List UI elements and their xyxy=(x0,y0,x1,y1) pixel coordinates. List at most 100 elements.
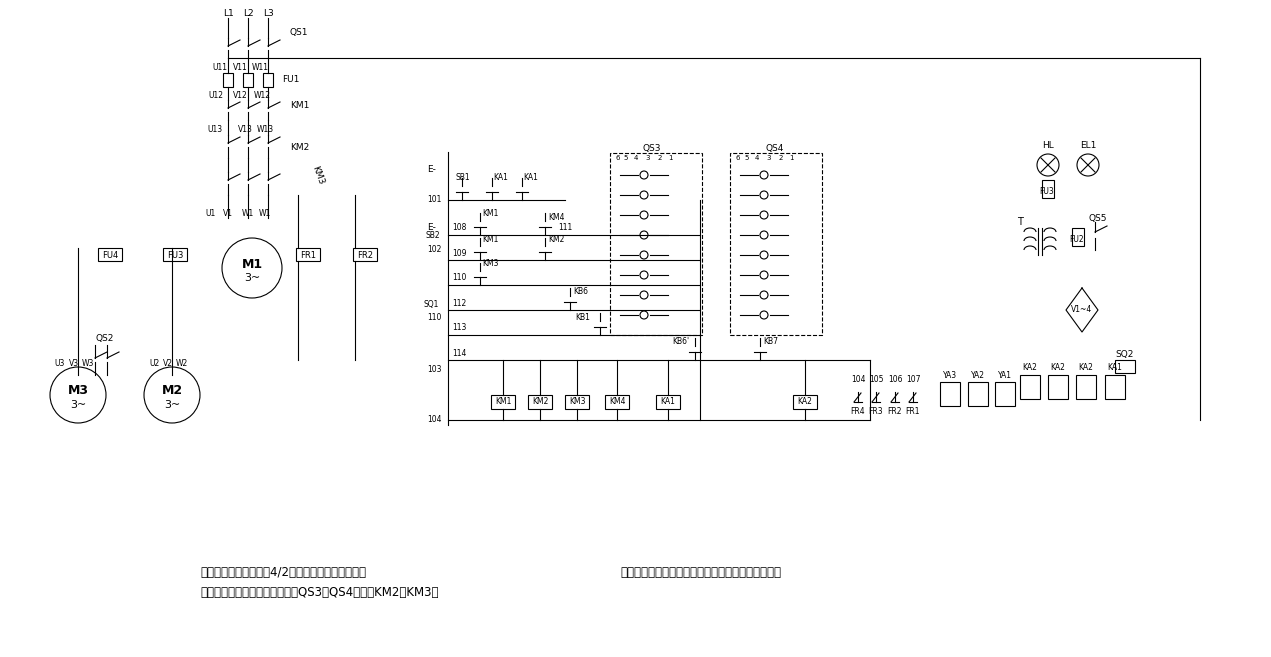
Text: E-: E- xyxy=(427,166,436,175)
Text: 6: 6 xyxy=(736,155,740,161)
Text: V3: V3 xyxy=(69,359,79,367)
Text: 105: 105 xyxy=(869,376,883,384)
Bar xyxy=(941,382,960,406)
Text: KM4: KM4 xyxy=(548,214,564,223)
Text: FR3: FR3 xyxy=(868,407,883,417)
Text: KB1: KB1 xyxy=(574,313,590,323)
Text: EL1: EL1 xyxy=(1080,141,1096,150)
Text: 2: 2 xyxy=(779,155,783,161)
Bar xyxy=(98,248,122,261)
Text: KM1: KM1 xyxy=(494,397,511,407)
Text: V12: V12 xyxy=(233,91,248,101)
Text: V2: V2 xyxy=(163,359,173,367)
Text: YA3: YA3 xyxy=(943,371,957,380)
Text: 1: 1 xyxy=(667,155,672,161)
Text: KM2: KM2 xyxy=(531,397,548,407)
Text: E-: E- xyxy=(427,223,436,233)
Text: FU3: FU3 xyxy=(1038,187,1054,196)
Text: M3: M3 xyxy=(67,384,89,397)
Text: 111: 111 xyxy=(558,223,572,233)
Bar xyxy=(1077,375,1096,399)
Bar xyxy=(296,248,320,261)
Text: KM1: KM1 xyxy=(290,101,309,110)
Text: KB6: KB6 xyxy=(573,288,588,296)
Text: FR1: FR1 xyxy=(300,250,316,260)
Text: QS5: QS5 xyxy=(1089,214,1107,223)
Bar xyxy=(730,153,822,335)
Bar xyxy=(163,248,187,261)
Text: FR1: FR1 xyxy=(906,407,920,417)
Text: 110: 110 xyxy=(427,313,441,323)
Text: 113: 113 xyxy=(452,323,466,332)
Text: SB2: SB2 xyxy=(425,231,440,240)
Text: V1~4: V1~4 xyxy=(1071,306,1093,315)
Text: FU1: FU1 xyxy=(282,76,300,85)
Text: V13: V13 xyxy=(238,125,253,135)
Bar xyxy=(995,382,1016,406)
Text: KA2: KA2 xyxy=(798,397,812,407)
Text: FU3: FU3 xyxy=(167,250,183,260)
Bar xyxy=(263,73,273,87)
Text: FR2: FR2 xyxy=(887,407,902,417)
Text: 所示电路中的主电机为4/2极双速电动机，采用了电: 所示电路中的主电机为4/2极双速电动机，采用了电 xyxy=(200,566,366,579)
Text: SQ1: SQ1 xyxy=(425,300,440,309)
Text: FU2: FU2 xyxy=(1069,235,1084,244)
Text: FR4: FR4 xyxy=(850,407,866,417)
Text: KA2: KA2 xyxy=(1023,363,1037,373)
Text: KM1: KM1 xyxy=(482,208,498,217)
Text: U13: U13 xyxy=(207,125,222,135)
Text: 4: 4 xyxy=(634,155,638,161)
Text: V11: V11 xyxy=(233,64,248,72)
Text: W2: W2 xyxy=(175,359,188,367)
Bar xyxy=(1071,228,1084,246)
Text: YA1: YA1 xyxy=(998,371,1012,380)
Text: YA2: YA2 xyxy=(971,371,985,380)
Text: 114: 114 xyxy=(452,348,466,357)
Bar xyxy=(605,395,629,409)
Text: V1: V1 xyxy=(222,208,233,217)
Bar xyxy=(243,73,253,87)
Text: KA2: KA2 xyxy=(1079,363,1093,373)
Text: 3~: 3~ xyxy=(244,273,261,283)
Text: KM1: KM1 xyxy=(482,235,498,244)
Bar xyxy=(491,395,515,409)
Text: FR2: FR2 xyxy=(357,250,372,260)
Text: U2: U2 xyxy=(149,359,159,367)
Bar xyxy=(969,382,988,406)
Bar xyxy=(1042,180,1054,198)
Text: QS2: QS2 xyxy=(95,334,114,342)
Text: L3: L3 xyxy=(263,9,273,18)
Text: M2: M2 xyxy=(161,384,183,397)
Text: W13: W13 xyxy=(257,125,273,135)
Text: 3: 3 xyxy=(766,155,771,161)
Text: T: T xyxy=(1017,217,1023,227)
Text: U3: U3 xyxy=(55,359,65,367)
Text: KB7: KB7 xyxy=(763,338,778,346)
Text: 有辅助触点联锁，电机均有热继电器作为过载保护。: 有辅助触点联锁，电机均有热继电器作为过载保护。 xyxy=(620,566,780,579)
Text: 109: 109 xyxy=(452,248,466,258)
Text: L1: L1 xyxy=(222,9,234,18)
Text: 108: 108 xyxy=(452,223,466,233)
Text: 4: 4 xyxy=(755,155,759,161)
Bar xyxy=(1049,375,1068,399)
Text: 110: 110 xyxy=(452,273,466,283)
Text: 104: 104 xyxy=(850,376,866,384)
Text: KM4: KM4 xyxy=(609,397,625,407)
Text: KA1: KA1 xyxy=(493,173,508,183)
Text: 6: 6 xyxy=(615,155,620,161)
Text: W11: W11 xyxy=(252,64,268,72)
Text: 104: 104 xyxy=(427,415,441,424)
Text: W3: W3 xyxy=(81,359,94,367)
Text: 3: 3 xyxy=(646,155,651,161)
Bar xyxy=(353,248,377,261)
Text: KA2: KA2 xyxy=(1051,363,1065,373)
Text: 3~: 3~ xyxy=(164,400,180,410)
Text: 103: 103 xyxy=(427,365,441,374)
Text: FU4: FU4 xyxy=(102,250,118,260)
Text: W1: W1 xyxy=(259,208,271,217)
Bar xyxy=(1021,375,1040,399)
Text: M1: M1 xyxy=(241,258,263,271)
Bar xyxy=(527,395,552,409)
Text: U11: U11 xyxy=(212,64,228,72)
Text: 2: 2 xyxy=(658,155,662,161)
